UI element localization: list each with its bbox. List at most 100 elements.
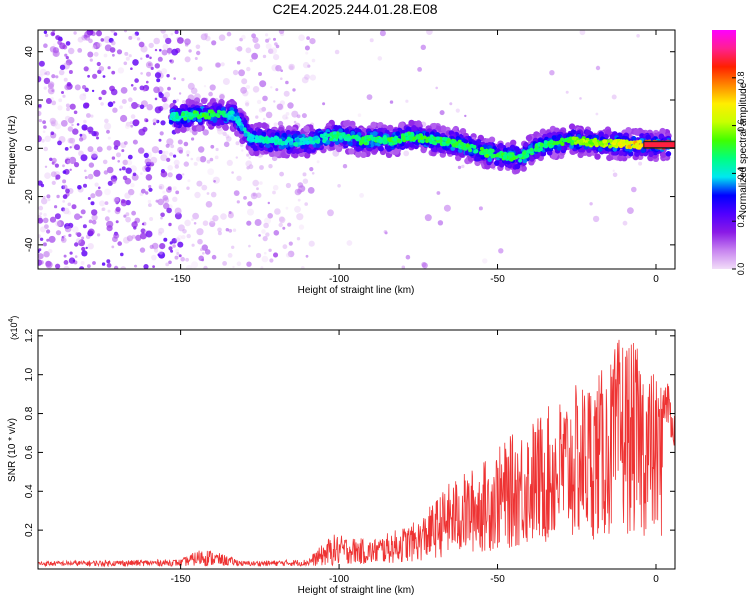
- spectrogram-noise-cell: [278, 222, 283, 228]
- spectrogram-noise-cell: [167, 172, 173, 178]
- spectrogram-noise-cell: [130, 67, 133, 70]
- spectrogram-noise-cell: [265, 43, 272, 50]
- spectrogram-noise-cell: [248, 164, 254, 170]
- spectrogram-noise-cell: [83, 119, 87, 124]
- spectrogram-noise-cell: [140, 172, 143, 175]
- spectrogram-noise-cell: [69, 251, 73, 255]
- spectrogram-noise-cell: [120, 266, 127, 269]
- spectrogram-noise-cell: [161, 49, 168, 56]
- spectrogram-noise-cell: [275, 65, 282, 72]
- spectrogram-noise-cell: [38, 205, 44, 211]
- spectrogram-signal-cell: [608, 138, 613, 143]
- spectrogram-signal-cell: [494, 160, 500, 166]
- spectrogram-noise-cell: [285, 182, 291, 189]
- spectrogram-noise-cell: [113, 232, 120, 239]
- spectrogram-noise-cell: [273, 37, 276, 41]
- spectrogram-noise-cell: [161, 68, 168, 75]
- spectrogram-noise-cell: [171, 238, 178, 244]
- spectrogram-noise-cell: [461, 164, 465, 169]
- spectrogram-signal-cell: [490, 154, 495, 159]
- spectrogram-signal-cell: [293, 133, 298, 139]
- spectrogram-signal-cell: [404, 132, 409, 137]
- spectrogram-noise-cell: [285, 116, 289, 120]
- spectrogram-signal-cell: [490, 148, 495, 153]
- spectrogram-noise-cell: [302, 172, 307, 177]
- spectrogram-signal-cell: [267, 146, 274, 153]
- spectrogram-signal-cell: [379, 139, 383, 144]
- spectrogram-noise-cell: [68, 257, 76, 264]
- spectrogram-noise-cell: [214, 62, 221, 68]
- spectrogram-noise-cell: [287, 250, 295, 258]
- spectrogram-noise-cell: [304, 45, 310, 51]
- spectrogram-noise-cell: [236, 60, 241, 65]
- spectrogram-noise-cell: [278, 216, 285, 222]
- spectrogram-signal-cell: [487, 157, 493, 163]
- spectrogram-noise-cell: [273, 54, 280, 61]
- spectrogram-noise-cell: [42, 120, 46, 124]
- spectrogram-noise-cell: [148, 203, 152, 208]
- spectrogram-noise-cell: [270, 47, 278, 55]
- spectrogram-signal-cell: [405, 136, 410, 141]
- spectrogram-noise-cell: [170, 144, 175, 149]
- spectrogram-noise-cell: [121, 99, 127, 104]
- spectrogram-noise-cell: [245, 47, 252, 54]
- spectrogram-signal-cell: [498, 142, 504, 149]
- spectrogram-noise-cell: [65, 41, 71, 46]
- spectrogram-noise-cell: [74, 144, 80, 151]
- spectrogram-noise-cell: [124, 177, 132, 185]
- snr-x-tick-label: -150: [171, 574, 191, 585]
- spectrogram-noise-cell: [148, 42, 154, 49]
- spectrogram-noise-cell: [43, 213, 47, 217]
- spectrogram-noise-cell: [202, 252, 205, 255]
- spectrogram-noise-cell: [265, 232, 270, 237]
- spectrogram-noise-cell: [113, 32, 118, 36]
- spectrogram-noise-cell: [147, 199, 152, 204]
- spectrogram-noise-cell: [66, 222, 69, 226]
- spectrogram-noise-cell: [159, 48, 162, 52]
- spectrogram-noise-cell: [74, 84, 81, 91]
- spectrogram-signal-cell: [348, 141, 353, 147]
- spectrogram-noise-cell: [98, 66, 105, 72]
- figure-title: C2E4.2025.244.01.28.E08: [272, 1, 437, 17]
- spectrogram-noise-cell: [104, 201, 109, 206]
- spectrogram-noise-cell: [63, 235, 66, 238]
- spectrogram-noise-cell: [111, 156, 116, 160]
- snr-y-tick-label: 1.0: [24, 367, 35, 381]
- spectrogram-signal-cell: [350, 130, 356, 136]
- spectrogram-noise-cell: [420, 44, 426, 50]
- spectrogram-noise-cell: [154, 48, 158, 52]
- spectrogram-noise-cell: [256, 187, 259, 191]
- spectrogram-noise-cell: [57, 105, 63, 111]
- spectrogram-signal-cell: [503, 155, 507, 160]
- spectrogram-noise-cell: [235, 141, 240, 146]
- spectrogram-noise-cell: [44, 33, 49, 38]
- spectrogram-noise-cell: [60, 120, 68, 127]
- spectrogram-noise-cell: [65, 103, 70, 108]
- spectrogram-noise-cell: [301, 266, 305, 269]
- spectrogram-noise-cell: [44, 224, 49, 230]
- spectrogram-signal-cell: [454, 141, 459, 146]
- spectrogram-signal-cell: [286, 136, 291, 141]
- spectrogram-noise-cell: [160, 170, 168, 178]
- spectrogram-noise-cell: [316, 160, 320, 164]
- spectrogram-noise-cell: [202, 129, 209, 136]
- spectrogram-noise-cell: [252, 86, 260, 93]
- spectrogram-noise-cell: [38, 217, 44, 224]
- spectrogram-noise-cell: [44, 72, 47, 75]
- spectrogram-signal-cell: [216, 106, 222, 111]
- spectrogram-noise-cell: [589, 202, 593, 206]
- spectrogram-noise-cell: [294, 188, 302, 196]
- spectrogram-signal-cell: [570, 141, 575, 146]
- spectrogram-noise-cell: [212, 215, 219, 222]
- spectrogram-noise-cell: [187, 179, 191, 183]
- spectrogram-noise-cell: [174, 164, 179, 169]
- spectrogram-noise-cell: [64, 158, 71, 165]
- spectrogram-noise-cell: [366, 94, 373, 100]
- spectrogram-noise-cell: [175, 190, 180, 195]
- spectrogram-noise-cell: [185, 257, 190, 262]
- spectrogram-noise-cell: [158, 231, 162, 236]
- spectrogram-signal-cell: [437, 146, 443, 153]
- spectrogram-noise-cell: [148, 187, 153, 192]
- spectrogram-noise-cell: [78, 239, 86, 247]
- spectrogram-noise-cell: [155, 199, 159, 203]
